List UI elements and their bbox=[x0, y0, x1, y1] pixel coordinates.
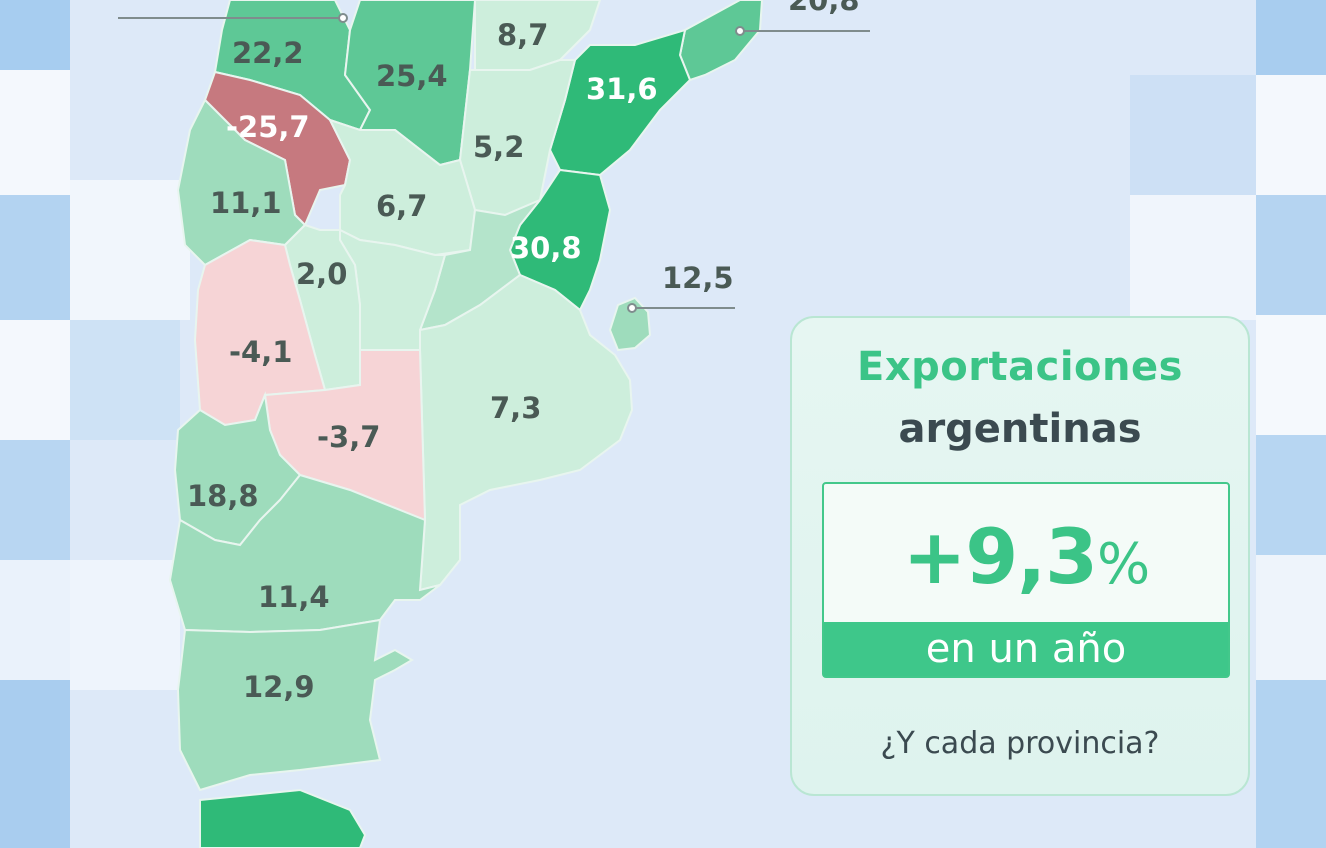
exports-summary-card: Exportaciones argentinas +9,3% en un año… bbox=[790, 316, 1250, 796]
card-question: ¿Y cada provincia? bbox=[880, 726, 1160, 761]
label-buenos-aires: 7,3 bbox=[490, 391, 541, 425]
stat-caption: en un año bbox=[824, 622, 1228, 676]
label-santiago-del-estero: 6,7 bbox=[376, 189, 427, 223]
stat-number: +9,3 bbox=[902, 512, 1098, 601]
label-jujuy: 22,2 bbox=[232, 36, 304, 70]
label-chubut: 12,9 bbox=[243, 670, 315, 704]
stat-box: +9,3% en un año bbox=[822, 482, 1230, 678]
province-santa-cruz[interactable] bbox=[199, 788, 367, 848]
label-formosa: 8,7 bbox=[497, 18, 548, 52]
card-title: Exportaciones bbox=[857, 344, 1183, 390]
leader-dot-top-left bbox=[338, 13, 348, 23]
card-subtitle: argentinas bbox=[898, 406, 1142, 452]
label-caba: 12,5 bbox=[662, 261, 734, 295]
stat-value: +9,3% bbox=[824, 512, 1228, 601]
province-chubut[interactable] bbox=[176, 618, 414, 792]
label-rio-negro: 11,4 bbox=[258, 580, 330, 614]
label-misiones: 20,8 bbox=[788, 0, 860, 17]
label-la-pampa: -3,7 bbox=[317, 420, 380, 454]
stat-unit: % bbox=[1097, 532, 1150, 597]
province-caba[interactable] bbox=[608, 296, 652, 352]
label-san-luis: 2,0 bbox=[296, 257, 347, 291]
label-catamarca: -25,7 bbox=[226, 110, 310, 144]
label-mendoza: -4,1 bbox=[229, 335, 292, 369]
province-misiones[interactable] bbox=[678, 0, 764, 82]
province-chaco[interactable] bbox=[458, 59, 577, 217]
label-entre-rios: 30,8 bbox=[510, 231, 582, 265]
label-corrientes: 31,6 bbox=[586, 72, 658, 106]
label-neuquen: 18,8 bbox=[187, 479, 259, 513]
leader-dot-caba bbox=[627, 303, 637, 313]
label-la-rioja: 11,1 bbox=[210, 186, 282, 220]
label-chaco: 5,2 bbox=[473, 130, 524, 164]
province-buenos-aires[interactable] bbox=[418, 273, 634, 592]
leader-dot-misiones bbox=[735, 26, 745, 36]
label-salta: 25,4 bbox=[376, 59, 448, 93]
